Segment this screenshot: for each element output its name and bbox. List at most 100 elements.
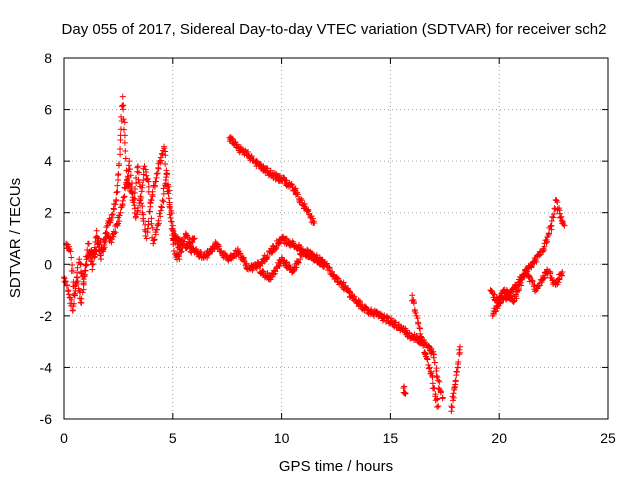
y-tick-label: 0 [44, 256, 52, 272]
data-point [276, 236, 283, 243]
data-point [517, 280, 524, 287]
data-point [288, 181, 295, 188]
data-point [392, 319, 399, 326]
data-point [88, 258, 95, 265]
data-point [298, 195, 305, 202]
data-point [264, 253, 271, 260]
data-point [248, 152, 255, 159]
data-point [145, 218, 152, 225]
data-point [158, 150, 165, 157]
data-point [145, 178, 152, 185]
x-axis-label: GPS time / hours [279, 458, 393, 475]
data-point [497, 293, 504, 300]
data-point [175, 253, 182, 260]
data-point [340, 279, 347, 286]
x-tick-label: 15 [383, 430, 399, 446]
data-point [309, 215, 316, 222]
data-point [89, 261, 96, 268]
data-point [437, 389, 444, 396]
data-point [119, 93, 126, 100]
data-point [452, 378, 459, 385]
data-point [294, 191, 301, 198]
data-point [80, 278, 87, 285]
data-point [145, 188, 152, 195]
data-point [116, 160, 123, 167]
data-point [416, 324, 423, 331]
data-point [166, 211, 173, 218]
data-point [160, 185, 167, 192]
data-point [73, 281, 80, 288]
data-point [162, 177, 169, 184]
data-point [160, 190, 167, 197]
data-point [259, 267, 266, 274]
data-point [165, 190, 172, 197]
data-point [109, 211, 116, 218]
data-point [128, 189, 135, 196]
data-point [68, 296, 75, 303]
data-point [131, 202, 138, 209]
y-tick-label: 8 [44, 50, 52, 66]
data-point [453, 368, 460, 375]
data-point [457, 343, 464, 350]
data-point [279, 254, 286, 261]
data-point [108, 239, 115, 246]
data-point [68, 254, 75, 261]
data-point [334, 274, 341, 281]
data-point [150, 237, 157, 244]
data-point [428, 370, 435, 377]
data-point [402, 390, 409, 397]
data-point [155, 165, 162, 172]
data-point [296, 242, 303, 249]
data-point [414, 315, 421, 322]
data-point [142, 232, 149, 239]
data-point [86, 249, 93, 256]
data-point [134, 164, 141, 171]
data-point [515, 286, 522, 293]
data-point [527, 274, 534, 281]
data-point [216, 243, 223, 250]
data-point [177, 249, 184, 256]
data-point [167, 214, 174, 221]
data-point [127, 188, 134, 195]
data-point [148, 197, 155, 204]
data-point [448, 403, 455, 410]
data-point [93, 233, 100, 240]
data-point [417, 333, 424, 340]
data-point [77, 299, 84, 306]
data-point [243, 261, 250, 268]
data-point [127, 172, 134, 179]
data-point [422, 350, 429, 357]
data-point [139, 182, 146, 189]
data-point [423, 355, 430, 362]
data-point [74, 264, 81, 271]
data-point [558, 213, 565, 220]
data-point [388, 315, 395, 322]
data-point [136, 197, 143, 204]
data-point [147, 200, 154, 207]
data-point [320, 259, 327, 266]
data-point [242, 147, 249, 154]
data-point [451, 384, 458, 391]
data-point [121, 139, 128, 146]
data-point [126, 166, 133, 173]
data-point [431, 359, 438, 366]
data-point [267, 276, 274, 283]
data-point [113, 197, 120, 204]
data-point [117, 145, 124, 152]
data-point [107, 217, 114, 224]
data-point [163, 174, 170, 181]
data-point [147, 208, 154, 215]
data-point [417, 325, 424, 332]
data-point [557, 214, 564, 221]
x-tick-label: 20 [491, 430, 507, 446]
data-point [97, 252, 104, 259]
data-point [144, 175, 151, 182]
data-point [533, 258, 540, 265]
data-point [134, 211, 140, 218]
data-point [90, 260, 97, 267]
data-point [113, 221, 120, 228]
data-point [66, 245, 73, 252]
data-point [434, 396, 441, 403]
data-point [83, 253, 90, 260]
data-point [417, 330, 424, 337]
